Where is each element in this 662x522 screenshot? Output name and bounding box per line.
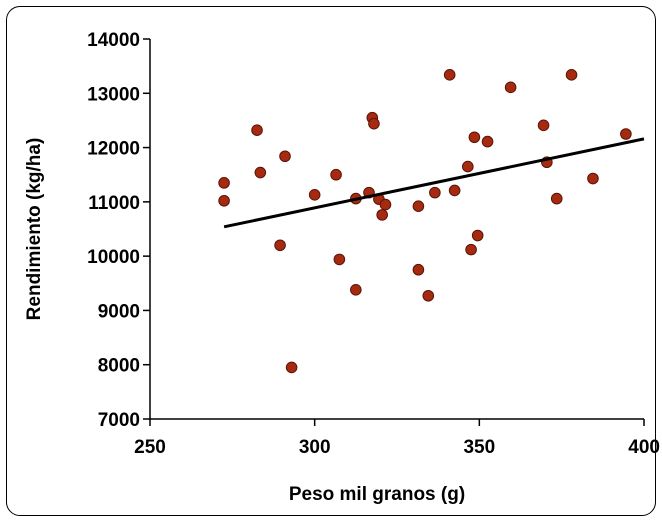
y-axis-title: Rendimiento (kg/ha)	[24, 138, 45, 321]
y-tick-label: 11000	[88, 193, 140, 214]
data-point	[218, 177, 230, 189]
data-point	[330, 168, 342, 181]
data-point	[412, 200, 425, 212]
data-point	[587, 172, 599, 185]
y-tick-label: 10000	[87, 247, 140, 268]
x-tick-label: 250	[134, 437, 166, 458]
chart-frame	[6, 6, 656, 516]
data-point	[429, 186, 441, 199]
data-point	[565, 69, 578, 81]
ticks: 7000 8000 9000 10000 11000 12000 13000 14000 250…	[87, 30, 660, 458]
data-point	[333, 253, 346, 266]
data-point	[620, 128, 632, 140]
y-tick-label: 9000	[98, 301, 140, 322]
data-point	[376, 209, 388, 221]
data-point	[254, 166, 267, 179]
data-point	[422, 289, 435, 302]
y-tick-label: 12000	[87, 139, 140, 160]
y-tick-label: 14000	[87, 30, 140, 51]
data-point	[368, 117, 380, 130]
data-point	[218, 194, 230, 207]
data-point	[448, 184, 461, 197]
data-point	[537, 119, 550, 132]
data-point	[285, 361, 298, 374]
y-tick-label: 7000	[98, 410, 140, 431]
y-tick-label: 13000	[87, 84, 140, 105]
data-point	[350, 284, 362, 296]
data-point	[504, 81, 517, 94]
x-axis-title: Peso mil granos (g)	[289, 484, 465, 505]
y-tick-label: 8000	[98, 356, 140, 377]
x-tick-label: 350	[463, 437, 495, 458]
data-point	[462, 160, 474, 173]
data-point	[279, 150, 291, 163]
data-point	[465, 243, 477, 256]
data-point	[481, 135, 494, 148]
data-point	[251, 124, 263, 136]
axes	[149, 39, 644, 420]
data-point	[274, 239, 286, 252]
trendline	[223, 137, 645, 229]
data-point	[379, 198, 392, 211]
data-point	[308, 189, 321, 201]
data-point	[550, 192, 563, 205]
x-tick-label: 300	[299, 437, 331, 458]
data-points	[218, 69, 632, 374]
data-point	[412, 263, 425, 276]
data-point	[443, 69, 456, 81]
trendline-group	[223, 137, 645, 229]
data-point	[468, 131, 481, 144]
x-tick-label: 400	[628, 437, 660, 458]
data-point	[471, 229, 484, 242]
